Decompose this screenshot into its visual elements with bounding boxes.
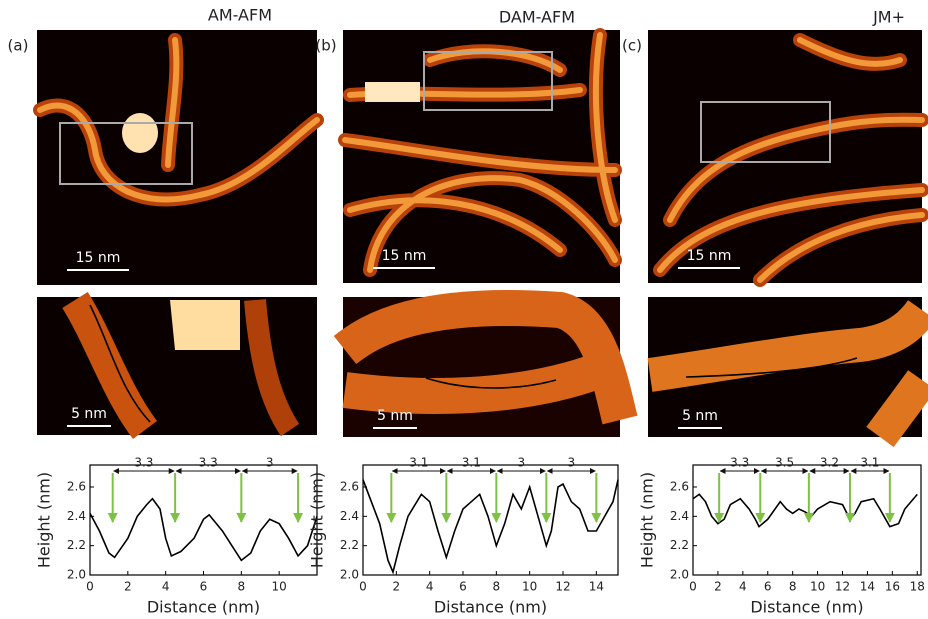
y-tick-label: 2.2 xyxy=(67,538,86,552)
scale-bar-label: 5 nm xyxy=(377,408,413,424)
x-tick-label: 2 xyxy=(714,580,722,594)
panel-label: (c) xyxy=(622,37,642,55)
spacing-label: 3.3 xyxy=(134,456,153,470)
y-tick-label: 2.4 xyxy=(340,509,359,523)
spacing-label: 3.1 xyxy=(409,456,428,470)
y-tick-label: 2.0 xyxy=(340,568,359,582)
x-tick-label: 16 xyxy=(885,580,900,594)
x-axis-label: Distance (nm) xyxy=(434,598,547,617)
y-tick-label: 2.0 xyxy=(670,568,689,582)
y-tick-label: 2.4 xyxy=(670,509,689,523)
spacing-label: 3.5 xyxy=(775,456,794,470)
y-axis-label: Height (nm) xyxy=(35,472,54,568)
spacing-label: 3.2 xyxy=(820,456,839,470)
x-axis-label: Distance (nm) xyxy=(750,598,863,617)
x-tick-label: 2 xyxy=(393,580,401,594)
x-tick-label: 14 xyxy=(860,580,875,594)
chart-title: DAM-AFM xyxy=(499,8,575,27)
x-tick-label: 4 xyxy=(426,580,434,594)
scale-bar-label: 15 nm xyxy=(76,250,121,266)
y-tick-label: 2.4 xyxy=(67,509,86,523)
spacing-label: 3.1 xyxy=(860,456,879,470)
x-tick-label: 4 xyxy=(162,580,170,594)
x-tick-label: 12 xyxy=(835,580,850,594)
panel-label: (a) xyxy=(8,37,29,55)
x-tick-label: 10 xyxy=(810,580,825,594)
x-tick-label: 0 xyxy=(86,580,94,594)
x-tick-label: 10 xyxy=(272,580,287,594)
afm-images xyxy=(33,28,928,448)
scale-bar-label: 5 nm xyxy=(682,408,718,424)
spacing-label: 3.1 xyxy=(462,456,481,470)
plot-frame xyxy=(692,464,922,576)
x-tick-label: 8 xyxy=(789,580,797,594)
x-tick-label: 6 xyxy=(459,580,467,594)
chart-title: JM+ xyxy=(872,8,905,27)
x-tick-label: 18 xyxy=(910,580,925,594)
y-axis-label: Height (nm) xyxy=(308,472,327,568)
scale-bar-label: 5 nm xyxy=(71,406,107,422)
scale-bar-label: 15 nm xyxy=(687,248,732,264)
x-tick-label: 8 xyxy=(238,580,246,594)
y-tick-label: 2.6 xyxy=(670,480,689,494)
scale-bar-label: 15 nm xyxy=(382,248,427,264)
profile-line xyxy=(362,479,619,575)
y-tick-label: 2.6 xyxy=(67,480,86,494)
profile-line xyxy=(692,493,918,528)
spacing-label: 3 xyxy=(568,456,576,470)
panel-label: (b) xyxy=(315,37,336,55)
profile-line xyxy=(89,497,318,562)
spacing-label: 3.3 xyxy=(730,456,749,470)
x-tick-label: 6 xyxy=(200,580,208,594)
x-tick-label: 12 xyxy=(555,580,570,594)
y-tick-label: 2.2 xyxy=(670,538,689,552)
x-tick-label: 10 xyxy=(522,580,537,594)
y-tick-label: 2.0 xyxy=(67,568,86,582)
x-axis-label: Distance (nm) xyxy=(147,598,260,617)
y-axis-label: Height (nm) xyxy=(638,472,657,568)
x-tick-label: 6 xyxy=(764,580,772,594)
y-tick-label: 2.2 xyxy=(340,538,359,552)
spacing-label: 3.3 xyxy=(199,456,218,470)
x-tick-label: 0 xyxy=(689,580,697,594)
x-tick-label: 0 xyxy=(359,580,367,594)
spacing-label: 3 xyxy=(266,456,274,470)
x-tick-label: 2 xyxy=(124,580,132,594)
spacing-label: 3 xyxy=(518,456,526,470)
x-tick-label: 4 xyxy=(739,580,747,594)
plot-frame xyxy=(362,464,619,576)
chart-title: AM-AFM xyxy=(208,6,272,25)
y-tick-label: 2.6 xyxy=(340,480,359,494)
x-tick-label: 14 xyxy=(589,580,604,594)
x-tick-label: 8 xyxy=(493,580,501,594)
